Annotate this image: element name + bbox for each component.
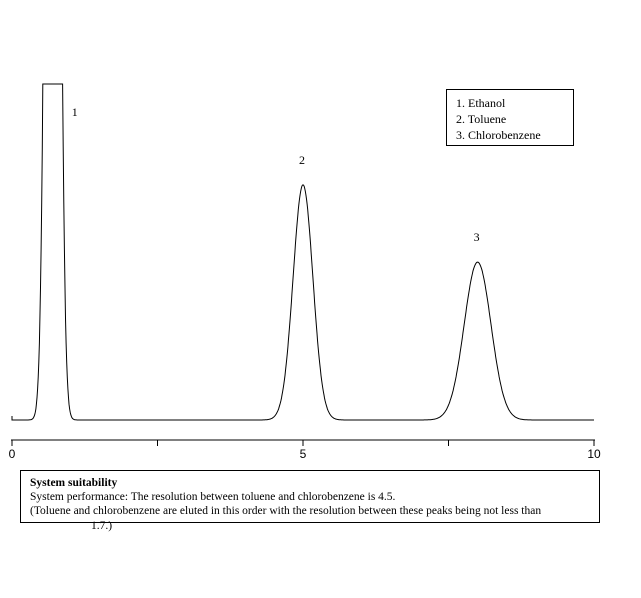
chromatogram-chart: 1 2 3 0 5 10 xyxy=(9,83,601,460)
peak-label-1: 1 xyxy=(72,105,78,119)
peak-label-3: 3 xyxy=(474,230,480,244)
system-suitability-box: System suitability System performance: T… xyxy=(20,470,600,523)
elution-order-text: (Toluene and chlorobenzene are eluted in… xyxy=(30,505,542,517)
peak-label-2: 2 xyxy=(299,153,305,167)
chromatogram-trace xyxy=(11,83,594,421)
legend: 1. Ethanol 2. Toluene 3. Chlorobenzene xyxy=(446,89,574,146)
x-tick-label: 5 xyxy=(300,447,307,460)
x-tick-label: 0 xyxy=(9,447,16,460)
legend-item-ethanol: 1. Ethanol xyxy=(456,96,506,110)
system-performance-text: System performance: The resolution betwe… xyxy=(30,491,396,503)
x-tick-label: 10 xyxy=(587,447,601,460)
resolution-limit-text: 1.7.) xyxy=(91,520,113,532)
legend-item-chlorobenzene: 3. Chlorobenzene xyxy=(456,128,541,142)
legend-item-toluene: 2. Toluene xyxy=(456,112,507,126)
system-suitability-title: System suitability xyxy=(30,477,118,489)
